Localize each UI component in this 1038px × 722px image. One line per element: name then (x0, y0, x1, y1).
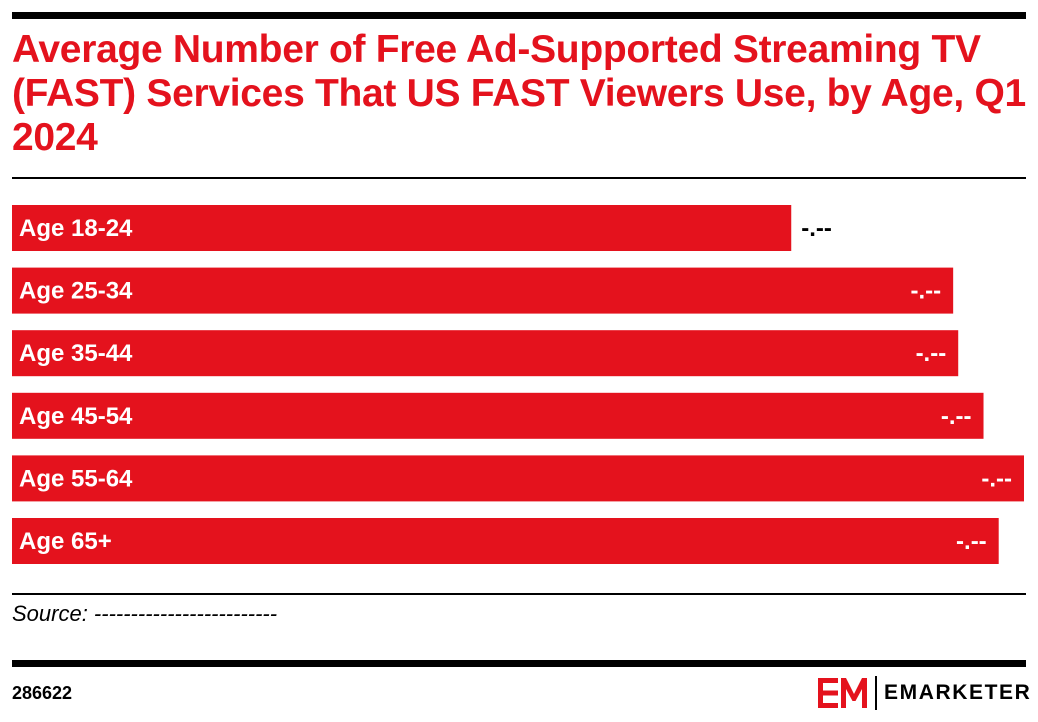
value-label: -.-- (956, 528, 987, 555)
bar (12, 205, 792, 251)
bar-row: Age 35-44 -.-- (12, 330, 959, 377)
bar-row: Age 45-54 -.-- (12, 392, 984, 439)
brand-name: EMARKETER (884, 681, 1032, 704)
bottom-rule (12, 660, 1026, 667)
value-label: -.-- (911, 278, 942, 305)
source-rule (12, 593, 1026, 595)
value-label: -.-- (916, 340, 947, 367)
chart-title: Average Number of Free Ad-Supported Stre… (12, 28, 1026, 159)
value-label: -.-- (941, 403, 972, 430)
category-label: Age 35-44 (19, 340, 133, 367)
bar-row: Age 55-64 -.-- (12, 455, 1024, 502)
logo-divider (875, 676, 877, 710)
bar (12, 267, 954, 314)
value-label: -.-- (981, 465, 1012, 492)
bar-row: Age 25-34 -.-- (12, 267, 954, 314)
category-label: Age 18-24 (19, 215, 133, 242)
bar-row: Age 65+ -.-- (12, 518, 999, 564)
category-label: Age 25-34 (19, 278, 133, 305)
chart-id: 286622 (12, 683, 73, 703)
title-rule (12, 177, 1026, 179)
bar-row: Age 18-24 -.-- (12, 205, 832, 251)
category-label: Age 55-64 (19, 465, 133, 492)
top-rule (12, 12, 1026, 19)
emarketer-logo: EMARKETER (818, 676, 1030, 712)
value-label: -.-- (801, 215, 832, 242)
em-logo-icon (818, 678, 867, 708)
source-note: Source: ------------------------- (12, 601, 278, 626)
bar (12, 518, 999, 564)
category-label: Age 45-54 (19, 403, 133, 430)
bar (12, 330, 959, 377)
bar (12, 392, 984, 439)
category-label: Age 65+ (19, 528, 112, 555)
bar (12, 455, 1024, 502)
